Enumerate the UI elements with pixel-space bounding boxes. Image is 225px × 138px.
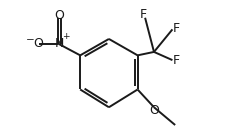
- Text: O: O: [149, 104, 159, 117]
- Text: F: F: [172, 54, 179, 67]
- Text: +: +: [62, 32, 69, 41]
- Text: N: N: [54, 37, 63, 50]
- Text: F: F: [172, 22, 179, 34]
- Text: O: O: [33, 37, 43, 50]
- Text: O: O: [54, 9, 64, 22]
- Text: −: −: [26, 35, 35, 45]
- Text: F: F: [140, 8, 147, 21]
